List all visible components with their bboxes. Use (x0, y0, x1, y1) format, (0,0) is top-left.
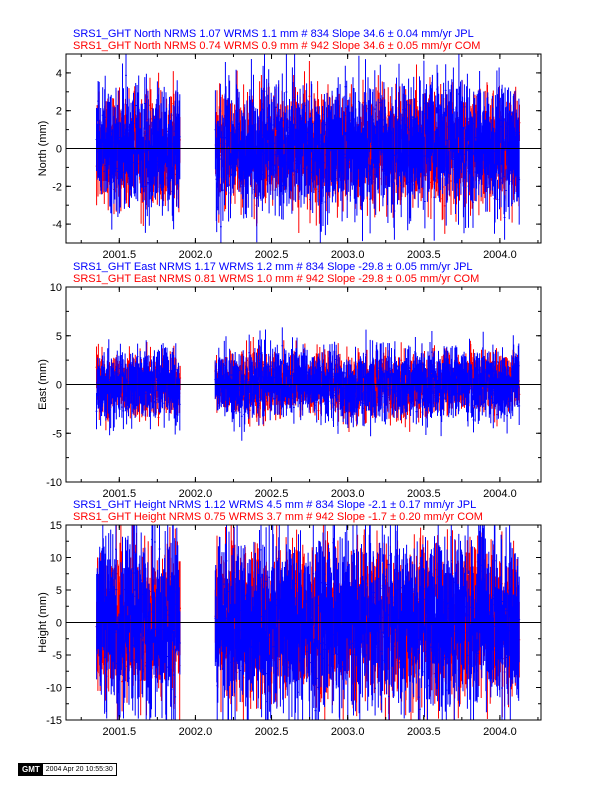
data-area (95, 327, 521, 441)
x-tick-label: 2003.5 (407, 726, 441, 738)
y-axis-label: North (mm) (37, 121, 49, 177)
series-header: SRS1_GHT East NRMS 1.17 WRMS 1.2 mm # 83… (73, 261, 473, 273)
y-tick-label: 15 (50, 520, 62, 532)
y-tick-label: 2 (56, 106, 62, 118)
y-tick-label: -10 (46, 683, 62, 695)
x-tick-label: 2002.5 (255, 488, 289, 500)
x-tick-label: 2003.5 (407, 249, 441, 261)
y-tick-label: 10 (50, 282, 62, 294)
y-tick-label: 10 (50, 553, 62, 565)
x-tick-label: 2002.5 (255, 726, 289, 738)
x-tick-label: 2003.0 (331, 249, 365, 261)
series-jpl (95, 327, 521, 441)
panel-east: SRS1_GHT East NRMS 1.17 WRMS 1.2 mm # 83… (37, 261, 542, 500)
y-tick-label: -4 (52, 219, 62, 231)
x-tick-label: 2002.5 (255, 249, 289, 261)
series-header: SRS1_GHT Height NRMS 0.75 WRMS 3.7 mm # … (73, 511, 483, 523)
y-tick-label: 0 (56, 144, 62, 156)
x-tick-label: 2002.0 (179, 249, 213, 261)
y-tick-label: 5 (56, 585, 62, 597)
panel-north: SRS1_GHT North NRMS 1.07 WRMS 1.1 mm # 8… (37, 28, 542, 261)
data-area (95, 525, 521, 720)
series-jpl (95, 54, 521, 243)
y-tick-label: -5 (52, 428, 62, 440)
panel-height: SRS1_GHT Height NRMS 1.12 WRMS 4.5 mm # … (37, 499, 542, 738)
x-tick-label: 2001.5 (102, 726, 136, 738)
x-tick-label: 2003.0 (331, 488, 365, 500)
series-jpl (95, 525, 521, 720)
series-header: SRS1_GHT East NRMS 0.81 WRMS 1.0 mm # 94… (73, 273, 479, 285)
y-tick-label: 5 (56, 331, 62, 343)
data-area (95, 54, 521, 243)
x-tick-label: 2002.0 (179, 488, 213, 500)
x-tick-label: 2002.0 (179, 726, 213, 738)
x-tick-label: 2003.0 (331, 726, 365, 738)
x-tick-label: 2004.0 (483, 488, 517, 500)
x-tick-label: 2004.0 (483, 726, 517, 738)
y-tick-label: 4 (56, 68, 62, 80)
y-tick-label: -15 (46, 715, 62, 727)
y-axis-label: Height (mm) (37, 592, 49, 653)
x-tick-label: 2001.5 (102, 249, 136, 261)
gmt-timestamp-stamp: GMT 2004 Apr 20 10:55:30 (18, 763, 117, 776)
y-tick-label: 0 (56, 380, 62, 392)
error-bars (95, 54, 521, 243)
error-bars (95, 327, 521, 441)
series-header: SRS1_GHT Height NRMS 1.12 WRMS 4.5 mm # … (73, 499, 476, 511)
x-tick-label: 2001.5 (102, 488, 136, 500)
x-tick-label: 2003.5 (407, 488, 441, 500)
y-tick-label: -10 (46, 477, 62, 489)
timestamp: 2004 Apr 20 10:55:30 (42, 764, 116, 775)
y-tick-label: 0 (56, 618, 62, 630)
y-tick-label: -5 (52, 650, 62, 662)
series-header: SRS1_GHT North NRMS 0.74 WRMS 0.9 mm # 9… (73, 40, 480, 52)
y-tick-label: -2 (52, 181, 62, 193)
x-tick-label: 2004.0 (483, 249, 517, 261)
gmt-logo: GMT (19, 764, 43, 775)
y-axis-label: East (mm) (37, 359, 49, 410)
error-bars (95, 525, 521, 720)
series-header: SRS1_GHT North NRMS 1.07 WRMS 1.1 mm # 8… (73, 28, 474, 40)
